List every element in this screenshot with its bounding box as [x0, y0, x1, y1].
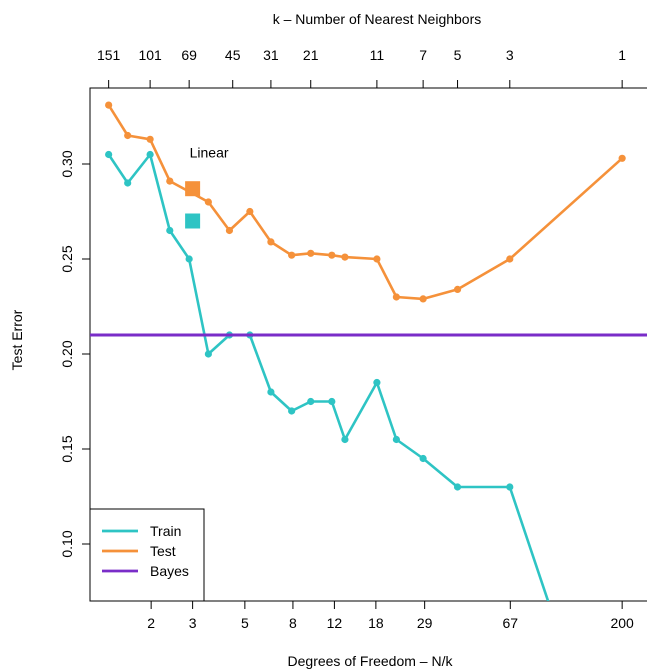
top-tick-label: 45: [225, 47, 241, 63]
train-point: [288, 407, 296, 415]
bottom-tick-label: 3: [189, 615, 197, 631]
test-point: [419, 295, 427, 303]
train-point: [105, 150, 113, 159]
top-tick-label: 5: [454, 47, 462, 63]
linear-test-marker: [185, 181, 201, 197]
train-point: [506, 483, 514, 491]
top-tick-label: 21: [303, 47, 319, 63]
test-point: [328, 251, 336, 259]
test-point: [392, 293, 400, 301]
test-point: [267, 238, 275, 246]
y-tick-label: 0.15: [59, 435, 75, 462]
legend-label-bayes: Bayes: [150, 563, 189, 579]
test-point: [146, 135, 154, 143]
test-point: [105, 101, 113, 109]
y-tick-label: 0.30: [59, 150, 75, 177]
train-point: [453, 483, 462, 491]
test-point: [246, 207, 254, 216]
train-point: [307, 397, 315, 406]
test-point: [166, 177, 174, 185]
test-point: [225, 226, 234, 235]
top-tick-label: 11: [370, 47, 385, 63]
test-point: [373, 255, 381, 263]
train-point: [146, 150, 154, 159]
top-tick-label: 69: [181, 47, 197, 63]
bottom-tick-label: 67: [503, 615, 519, 631]
test-point: [124, 131, 132, 140]
top-tick-label: 101: [138, 47, 162, 63]
legend-label-test: Test: [150, 543, 176, 559]
plot-layer: Linear: [90, 101, 647, 614]
train-point: [267, 388, 275, 396]
top-tick-label: 151: [97, 47, 121, 63]
train-point: [392, 435, 400, 444]
top-axis-title: k – Number of Nearest Neighbors: [273, 11, 482, 27]
y-tick-label: 0.20: [59, 340, 75, 367]
top-tick-label: 7: [419, 47, 427, 63]
bottom-tick-label: 18: [368, 615, 384, 631]
train-point: [204, 350, 212, 358]
train-point: [373, 378, 381, 387]
test-point: [506, 255, 514, 263]
top-tick-label: 3: [506, 47, 514, 63]
plot-frame: [89, 87, 647, 602]
linear-annotation: Linear: [190, 145, 229, 161]
test-point: [307, 249, 315, 257]
test-line: [107, 104, 624, 301]
legend-box: [89, 508, 205, 602]
bottom-tick-label: 5: [241, 615, 249, 631]
test-point: [618, 154, 626, 162]
linear-train-marker: [185, 213, 201, 229]
y-tick-label: 0.25: [59, 245, 75, 272]
top-tick-label: 31: [263, 47, 279, 63]
bottom-tick-label: 12: [327, 615, 343, 631]
bottom-tick-label: 2: [147, 615, 155, 631]
train-point: [166, 226, 174, 235]
top-tick-label: 1: [618, 47, 626, 63]
bottom-tick-label: 29: [417, 615, 433, 631]
train-point: [419, 454, 427, 463]
train-point: [328, 397, 336, 406]
train-point: [124, 179, 132, 187]
train-point: [548, 607, 555, 614]
bottom-tick-label: 8: [289, 615, 297, 631]
y-tick-label: 0.10: [59, 530, 75, 557]
bottom-tick-label: 200: [610, 615, 634, 631]
test-point: [288, 251, 296, 259]
train-point: [341, 435, 349, 444]
x-axis-title: Degrees of Freedom – N/k: [288, 653, 454, 669]
test-point: [453, 285, 462, 293]
legend-label-train: Train: [150, 523, 181, 539]
plot-clipped: [90, 101, 647, 614]
legend: Train Test Bayes: [89, 508, 205, 602]
train-point: [185, 255, 193, 263]
test-point: [341, 253, 349, 261]
test-point: [204, 198, 212, 206]
y-axis-title: Test Error: [9, 309, 25, 370]
